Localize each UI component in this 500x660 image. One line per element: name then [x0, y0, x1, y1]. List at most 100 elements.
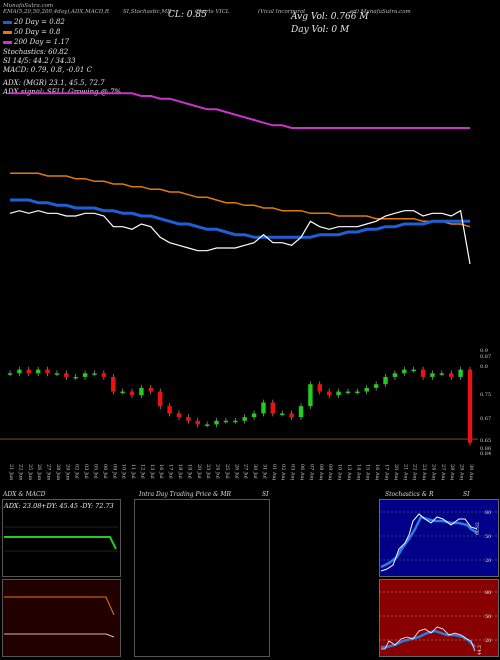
candle-body: [26, 369, 31, 374]
date-label: 25 Jun: [27, 464, 33, 480]
chart-of-label: Charts VICL: [195, 9, 230, 15]
candle-body: [467, 369, 473, 443]
si-readout: SI 14/5: 44.2 / 34.33: [3, 57, 76, 65]
date-label: 23 Jul: [205, 464, 211, 479]
date-label: 13 Jul: [149, 464, 155, 479]
date-axis: 21 Jun 22 Jun 25 Jun 26 Jun 27 Jun 28 Jun 29 J…: [8, 464, 474, 480]
candle-body: [64, 373, 69, 377]
adx-plot: [4, 526, 118, 552]
stoch-lower-plot: 80 50 20 44.2: [379, 590, 497, 655]
stoch-upper-plot: 80 50 20 60.82: [379, 510, 497, 572]
stoch-panel-title-right: SI: [463, 491, 470, 498]
candles: [0, 366, 478, 446]
candle-body: [158, 391, 163, 407]
date-label: 09 Jul: [111, 464, 117, 479]
day-vol-label: Day Vol: 0 M: [291, 25, 350, 35]
date-label: 31 Jul: [261, 464, 267, 479]
date-label: 30 Jul: [252, 464, 258, 479]
date-label: 14 Aug: [355, 464, 361, 480]
date-label: 03 Aug: [290, 464, 296, 480]
date-label: 11 Jul: [130, 464, 136, 479]
adx-panel-mdy: -DY: 72.73: [80, 502, 114, 510]
candle-body: [373, 384, 379, 388]
price-axis-label: 0.9: [480, 348, 488, 354]
date-label: 06 Aug: [299, 464, 305, 480]
candle-body: [345, 391, 351, 394]
candle-body: [270, 402, 276, 414]
candle-body: [317, 384, 322, 392]
intra-panel-title-right: SI: [262, 491, 269, 498]
candle-body: [364, 387, 369, 392]
candle-body: [7, 373, 13, 375]
date-label: 22 Aug: [412, 464, 418, 480]
date-label: 24 Aug: [430, 464, 436, 480]
date-label: 08 Aug: [318, 464, 324, 480]
candle-body: [402, 369, 407, 374]
ema-chart: 0.90.870.80.750.670.650.860.84 21 Jun 22 …: [0, 92, 491, 480]
date-label: 25 Jul: [224, 464, 230, 479]
adx-panel-title: ADX & MACD: [3, 491, 46, 498]
ema200-line: [10, 92, 470, 129]
candle-body: [298, 406, 304, 418]
date-label: 03 Jul: [83, 464, 89, 479]
date-label: 28 Jun: [55, 464, 61, 480]
price-axis-label: 0.8: [480, 364, 488, 370]
date-label: 20 Jul: [196, 464, 202, 479]
ema20-swatch: [3, 21, 12, 24]
date-label: 02 Jul: [74, 464, 80, 479]
price-axis-label: 0.75: [480, 392, 491, 398]
stoch-readout: Stochastics: 60.82: [3, 48, 69, 56]
date-label: 29 Aug: [459, 464, 465, 480]
ema20-line: [10, 198, 470, 239]
candle-body: [458, 369, 463, 377]
date-label: 27 Jul: [243, 464, 249, 479]
date-label: 09 Aug: [327, 464, 333, 480]
stoch-lower-tick-20: 20: [485, 638, 491, 644]
candle-body: [17, 369, 22, 374]
stoch-upper-tick-20: 20: [485, 558, 491, 564]
date-label: 05 Jul: [92, 464, 98, 479]
candle-body: [233, 420, 238, 423]
candle-body: [111, 376, 116, 392]
candle-body: [167, 406, 172, 414]
candle-body: [289, 413, 294, 418]
candle-body: [129, 391, 135, 396]
date-label: 30 Aug: [468, 464, 474, 480]
date-label: 27 Jun: [46, 464, 52, 480]
candle-body: [186, 417, 191, 421]
date-label: 28 Aug: [449, 464, 455, 480]
date-label: 07 Aug: [308, 464, 314, 480]
site-label: MunafaSutra.com: [3, 3, 54, 9]
candle-body: [261, 402, 266, 414]
candle-body: [35, 369, 41, 374]
price-axis-label: 0.65: [480, 438, 491, 444]
date-label: 13 Aug: [346, 464, 352, 480]
stoch-lower-tick-50: 50: [485, 614, 491, 620]
candle-body: [336, 391, 341, 396]
price-axis-label: 0.67: [480, 416, 491, 422]
date-label: 26 Jul: [233, 464, 239, 479]
company-tail-label: ed) MunafaSutra.com: [350, 9, 411, 15]
candle-body: [120, 391, 125, 394]
date-label: 06 Jul: [102, 464, 108, 479]
candle-body: [73, 376, 78, 379]
date-label: 17 Aug: [384, 464, 390, 480]
candle-body: [280, 413, 285, 415]
candle-body: [139, 387, 144, 396]
candle-body: [195, 420, 200, 425]
adx-panel-adx: ADX: 23.08: [4, 502, 42, 510]
candle-body: [92, 373, 97, 375]
date-label: 10 Aug: [337, 464, 343, 480]
ema50-swatch: [3, 31, 12, 34]
series-label: EMA(5,20,50,200,4day),ADX,MACD,R: [3, 9, 110, 15]
date-label: 01 Aug: [271, 464, 277, 480]
candle-body: [176, 413, 182, 418]
price-axis-label: 0.86: [480, 446, 491, 452]
price-axis: 0.90.87 0.8 0.75 0.67 0.65 0.860.84: [480, 348, 491, 457]
candle-body: [204, 424, 210, 426]
date-label: 16 Jul: [158, 464, 164, 479]
adx-readout: ADX: (MGR) 23.1, 45.5, 72.7: [3, 79, 105, 87]
adx-signal-readout: ADX signal: SELL Growing @ 7%: [3, 88, 122, 96]
date-label: 23 Aug: [421, 464, 427, 480]
candle-body: [449, 373, 454, 377]
